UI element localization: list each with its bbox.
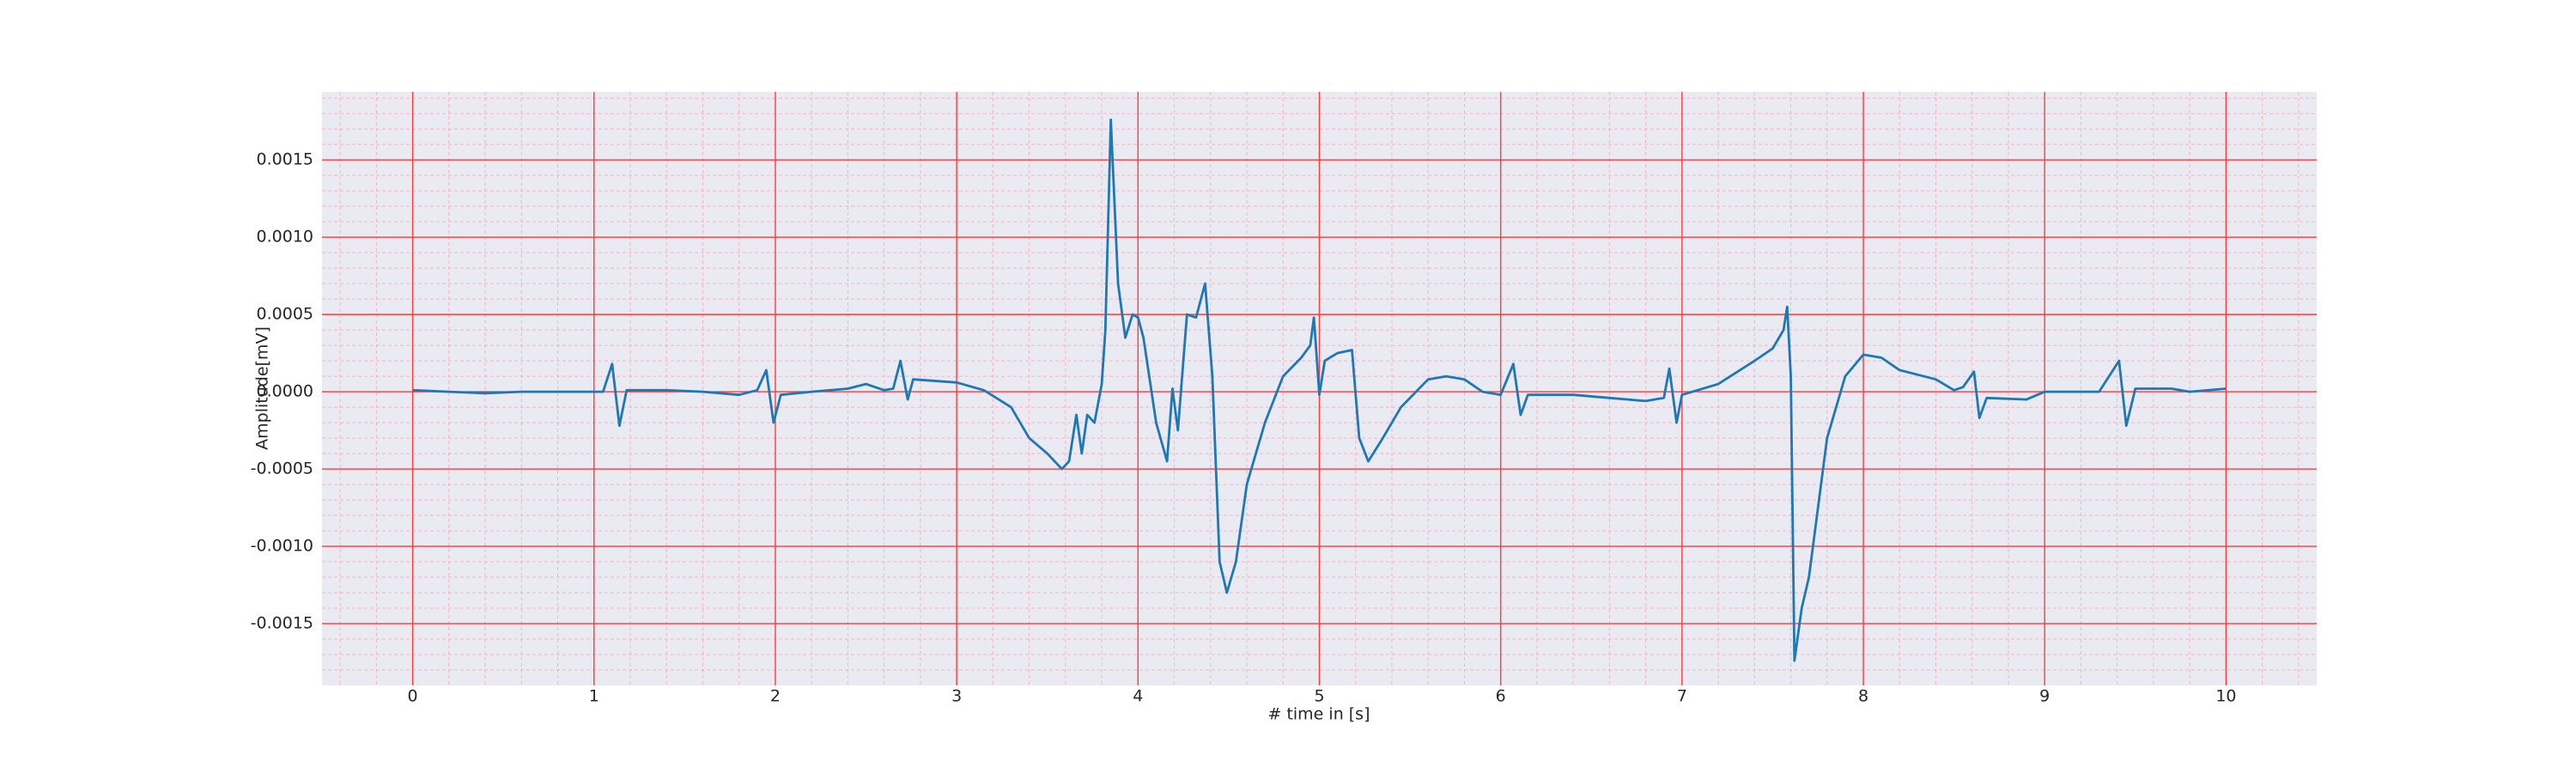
y-tick-label: 0.0000 [257,382,313,401]
y-tick-label: -0.0010 [251,537,313,556]
x-tick-label: 10 [2215,687,2236,706]
x-tick-label: 9 [2039,687,2050,706]
x-tick-label: 8 [1858,687,1868,706]
y-axis-label: Amplitude[mV] [253,326,272,450]
x-tick-label: 4 [1133,687,1143,706]
y-tick-label: -0.0015 [251,614,313,633]
y-tick-label: -0.0005 [251,460,313,478]
y-tick-label: 0.0015 [257,150,313,169]
y-tick-label: 0.0005 [257,305,313,324]
x-tick-label: 7 [1677,687,1687,706]
y-tick-label: 0.0010 [257,228,313,247]
x-tick-label: 3 [951,687,962,706]
grid [322,92,2317,685]
x-axis-label: # time in [s] [1267,705,1370,724]
x-tick-label: 2 [770,687,781,706]
x-tick-label: 6 [1496,687,1506,706]
signal-line [412,118,2227,662]
x-tick-label: 5 [1314,687,1324,706]
x-tick-label: 0 [408,687,418,706]
x-tick-label: 1 [589,687,599,706]
